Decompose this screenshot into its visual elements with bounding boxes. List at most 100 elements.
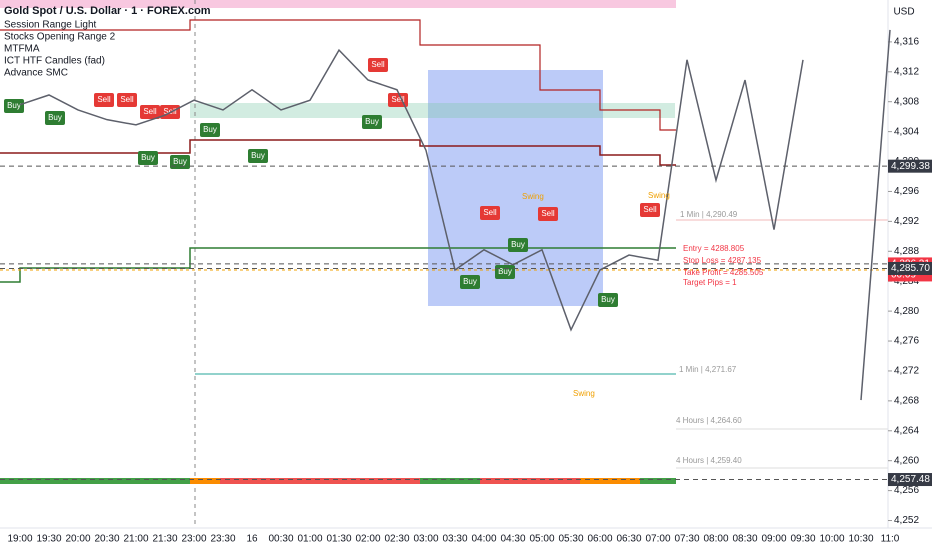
- x-tick-label: 04:00: [471, 534, 496, 545]
- annotation: Entry = 4288.805: [683, 244, 745, 253]
- signal-label: Sell: [643, 205, 657, 214]
- x-tick-label: 02:00: [355, 534, 380, 545]
- x-tick-label: 03:00: [413, 534, 438, 545]
- signal-badge: [200, 123, 220, 137]
- x-tick-label: 01:30: [326, 534, 351, 545]
- x-tick-label: 02:30: [384, 534, 409, 545]
- y-tick-label: 4,280: [894, 306, 919, 317]
- range-box: [428, 70, 603, 306]
- signal-badge: [170, 155, 190, 169]
- currency: USD: [893, 7, 914, 18]
- x-tick-label: 01:00: [297, 534, 322, 545]
- signal-label: Buy: [601, 295, 615, 304]
- indicator-name: ICT HTF Candles (fad): [4, 56, 105, 67]
- signal-badge: [480, 206, 500, 220]
- signal-label: Buy: [203, 125, 217, 134]
- price-tag: [888, 473, 932, 487]
- price-tag: [888, 261, 932, 275]
- annotation: Swing: [522, 192, 544, 201]
- signal-label: Buy: [511, 240, 525, 249]
- y-tick-label: 4,292: [894, 216, 919, 227]
- x-tick-label: 20:00: [65, 534, 90, 545]
- signal-label: Buy: [173, 157, 187, 166]
- x-tick-label: 05:00: [529, 534, 554, 545]
- x-tick-label: 06:00: [587, 534, 612, 545]
- signal-badge: [460, 275, 480, 289]
- price-tag-label: 4,257.48: [891, 474, 930, 485]
- y-tick-label: 4,304: [894, 126, 919, 137]
- x-tick-label: 05:30: [558, 534, 583, 545]
- x-tick-label: 07:00: [645, 534, 670, 545]
- signal-label: Sell: [391, 95, 405, 104]
- annotation: 4 Hours | 4,264.60: [676, 416, 742, 425]
- y-tick-label: 4,272: [894, 366, 919, 377]
- price-tag: [888, 159, 932, 173]
- y-tick-label: 4,264: [894, 425, 919, 436]
- signal-badge: [248, 149, 268, 163]
- signal-badge: [94, 93, 114, 107]
- signal-label: Sell: [541, 209, 555, 218]
- signal-label: Sell: [97, 95, 111, 104]
- annotation: Take Profit = 4285.505: [683, 268, 764, 277]
- x-tick-label: 09:00: [761, 534, 786, 545]
- x-tick-label: 21:30: [152, 534, 177, 545]
- indicator-name: Session Range Light: [4, 20, 97, 31]
- signal-label: Sell: [143, 107, 157, 116]
- session-band: [0, 0, 676, 8]
- x-tick-label: 19:00: [7, 534, 32, 545]
- countdown: 00:09: [891, 270, 916, 281]
- x-tick-label: 16: [246, 534, 258, 545]
- x-tick-label: 09:30: [790, 534, 815, 545]
- annotation: Target Pips = 1: [683, 278, 737, 287]
- x-tick-label: 04:30: [500, 534, 525, 545]
- chart-title: Gold Spot / U.S. Dollar · 1 · FOREX.com: [4, 5, 211, 17]
- y-tick-label: 4,260: [894, 455, 919, 466]
- y-tick-label: 4,252: [894, 515, 919, 526]
- signal-badge: [640, 203, 660, 217]
- trend-strip: [0, 478, 676, 484]
- signal-label: Buy: [7, 101, 21, 110]
- signal-badge: [368, 58, 388, 72]
- y-tick-label: 4,256: [894, 485, 919, 496]
- x-tick-label: 23:30: [210, 534, 235, 545]
- annotation: Swing: [573, 389, 595, 398]
- y-tick-label: 4,296: [894, 186, 919, 197]
- signal-badge: [117, 93, 137, 107]
- price-tag-label: 4,299.38: [891, 161, 930, 172]
- annotation: Stop Loss = 4287.135: [683, 256, 762, 265]
- signal-badge: [140, 105, 160, 119]
- signal-label: Buy: [48, 113, 62, 122]
- x-tick-label: 03:30: [442, 534, 467, 545]
- y-tick-label: 4,308: [894, 96, 919, 107]
- level-line: [0, 247, 676, 283]
- signal-badge: [598, 293, 618, 307]
- price-tag-label: 4,285.70: [891, 263, 930, 274]
- price-line: [860, 29, 891, 401]
- indicator-name: Stocks Opening Range 2: [4, 32, 116, 43]
- x-tick-label: 20:30: [94, 534, 119, 545]
- signal-label: Buy: [141, 153, 155, 162]
- y-tick-label: 4,288: [894, 246, 919, 257]
- x-tick-label: 00:30: [268, 534, 293, 545]
- signal-badge: [508, 238, 528, 252]
- signal-label: Sell: [483, 208, 497, 217]
- x-tick-label: 08:30: [732, 534, 757, 545]
- x-tick-label: 19:30: [36, 534, 61, 545]
- indicator-name: Advance SMC: [4, 68, 68, 79]
- x-tick-label: 23:00: [181, 534, 206, 545]
- annotation: 4 Hours | 4,259.40: [676, 456, 742, 465]
- signal-label: Sell: [163, 107, 177, 116]
- signal-badge: [138, 151, 158, 165]
- x-tick-label: 06:30: [616, 534, 641, 545]
- signal-badge: [538, 207, 558, 221]
- y-tick-label: 4,312: [894, 66, 919, 77]
- x-tick-label: 10:00: [819, 534, 844, 545]
- x-tick-label: 07:30: [674, 534, 699, 545]
- indicator-name: MTFMA: [4, 44, 40, 55]
- signal-badge: [4, 99, 24, 113]
- signal-label: Buy: [498, 267, 512, 276]
- zone: [190, 103, 675, 118]
- signal-label: Buy: [365, 117, 379, 126]
- level-line: [0, 19, 676, 131]
